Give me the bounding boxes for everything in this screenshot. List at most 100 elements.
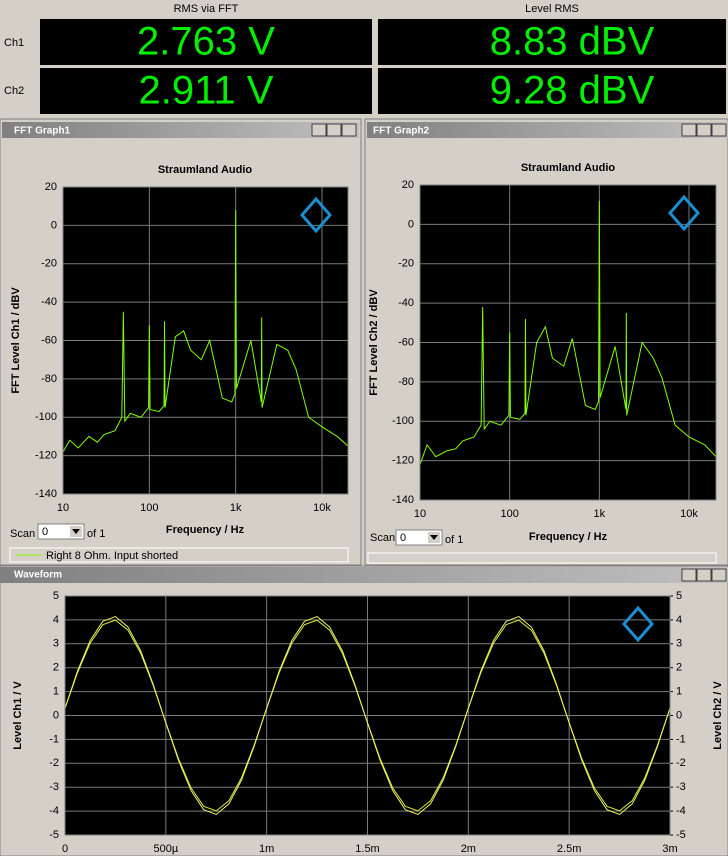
close-button[interactable] (711, 568, 727, 582)
y-tick-label: -100 (35, 411, 57, 423)
minimize-button[interactable] (681, 123, 697, 137)
title-bar (2, 122, 359, 138)
y-tick-label: -140 (35, 488, 57, 500)
y-tick-label: -120 (35, 450, 57, 462)
y-tick-label: 20 (402, 179, 414, 191)
meter-value: 2.911 V (139, 69, 274, 113)
y-tick-label: -100 (392, 415, 414, 427)
series-line (65, 615, 670, 816)
close-button[interactable] (341, 123, 357, 137)
x-tick-label: 1k (230, 502, 242, 514)
y-tick-label: -60 (398, 336, 414, 348)
logo (300, 196, 332, 234)
y-tick-label: 3 (53, 638, 59, 650)
row-label: Ch2 (4, 85, 24, 97)
y2-tick-label: -5 (676, 829, 686, 841)
meter-header: RMS via FFT (174, 3, 239, 15)
minimize-button[interactable] (311, 123, 327, 137)
y-tick-label: 2 (53, 662, 59, 674)
close-button[interactable] (711, 123, 727, 137)
scan-value: 0 (400, 532, 406, 544)
legend-label: Right 8 Ohm. Input shorted (46, 550, 178, 562)
x-tick-label: 10 (57, 502, 69, 514)
arrow-glyph (430, 535, 438, 540)
window-buttons (311, 123, 357, 137)
y-tick-label: -3 (49, 781, 59, 793)
y-tick-label: -80 (398, 376, 414, 388)
y2-tick-label: 3 (676, 638, 682, 650)
y-tick-label: -20 (398, 258, 414, 270)
maximize-button[interactable] (696, 568, 712, 582)
meter-display (40, 19, 372, 65)
logo (622, 605, 654, 643)
window-buttons (681, 568, 727, 582)
x-tick-label: 100 (500, 508, 518, 520)
x-tick-label: 2.5m (557, 843, 581, 855)
x-tick-label: 1m (259, 843, 274, 855)
y2-tick-label: 5 (676, 590, 682, 602)
x-tick-label: 10k (313, 502, 331, 514)
y-tick-label: -120 (392, 455, 414, 467)
y-tick-label: 20 (45, 181, 57, 193)
y-tick-label: 0 (408, 218, 414, 230)
y-tick-label: 0 (51, 219, 57, 231)
x-tick-label: 2m (461, 843, 476, 855)
x-tick-label: 10 (414, 508, 426, 520)
series-line (63, 210, 348, 453)
y-tick-label: -1 (49, 733, 59, 745)
row-label: Ch1 (4, 37, 24, 49)
y2-tick-label: 1 (676, 686, 682, 698)
scan-label: Scan (10, 528, 35, 540)
y2-tick-label: -2 (676, 757, 686, 769)
scan-value: 0 (42, 526, 48, 538)
y-tick-label: -40 (398, 297, 414, 309)
plot-border (62, 186, 349, 495)
y-tick-label: 5 (53, 590, 59, 602)
y-axis-label: FFT Level Ch2 / dBV (368, 289, 380, 396)
series-line (420, 200, 716, 465)
y-tick-label: -2 (49, 757, 59, 769)
y-axis-label: Level Ch1 / V (12, 681, 24, 750)
maximize-button[interactable] (696, 123, 712, 137)
y2-tick-label: 0 (676, 709, 682, 721)
logo (668, 194, 700, 232)
y2-tick-label: 2 (676, 662, 682, 674)
title-bar (367, 122, 728, 138)
arrow-glyph (72, 529, 80, 534)
y-tick-label: -5 (49, 829, 59, 841)
meter-display (40, 68, 372, 114)
window-title: Waveform (14, 570, 62, 581)
chart-title: Straumland Audio (521, 162, 616, 174)
minimize-button[interactable] (681, 568, 697, 582)
maximize-button[interactable] (326, 123, 342, 137)
y-tick-label: 0 (53, 709, 59, 721)
y2-tick-label: -3 (676, 781, 686, 793)
window-title: FFT Graph2 (373, 126, 430, 137)
y2-axis-label: Level Ch2 / V (712, 681, 724, 750)
y-axis-label: FFT Level Ch1 / dBV (10, 287, 22, 394)
meter-value: 2.763 V (137, 20, 275, 64)
y-tick-label: -4 (49, 805, 59, 817)
meter-header: Level RMS (525, 3, 579, 15)
meter-display (378, 68, 726, 114)
x-tick-label: 3m (662, 843, 677, 855)
y2-tick-label: -1 (676, 733, 686, 745)
meter-value: 8.83 dBV (490, 20, 655, 64)
window-title: FFT Graph1 (14, 126, 71, 137)
title-bar (0, 567, 728, 583)
legend-box (9, 547, 349, 563)
window-buttons (681, 123, 727, 137)
x-tick-label: 1.5m (355, 843, 379, 855)
scan-label: Scan (370, 532, 395, 544)
meter-value: 9.28 dBV (490, 69, 655, 113)
meter-display (378, 19, 726, 65)
scan-of: of 1 (87, 528, 105, 540)
plot-border (419, 184, 717, 501)
y-tick-label: -40 (41, 296, 57, 308)
chart-title: Straumland Audio (158, 164, 253, 176)
x-axis-label: Frequency / Hz (529, 531, 608, 543)
x-tick-label: 500µ (153, 843, 178, 855)
x-tick-label: 1k (594, 508, 606, 520)
